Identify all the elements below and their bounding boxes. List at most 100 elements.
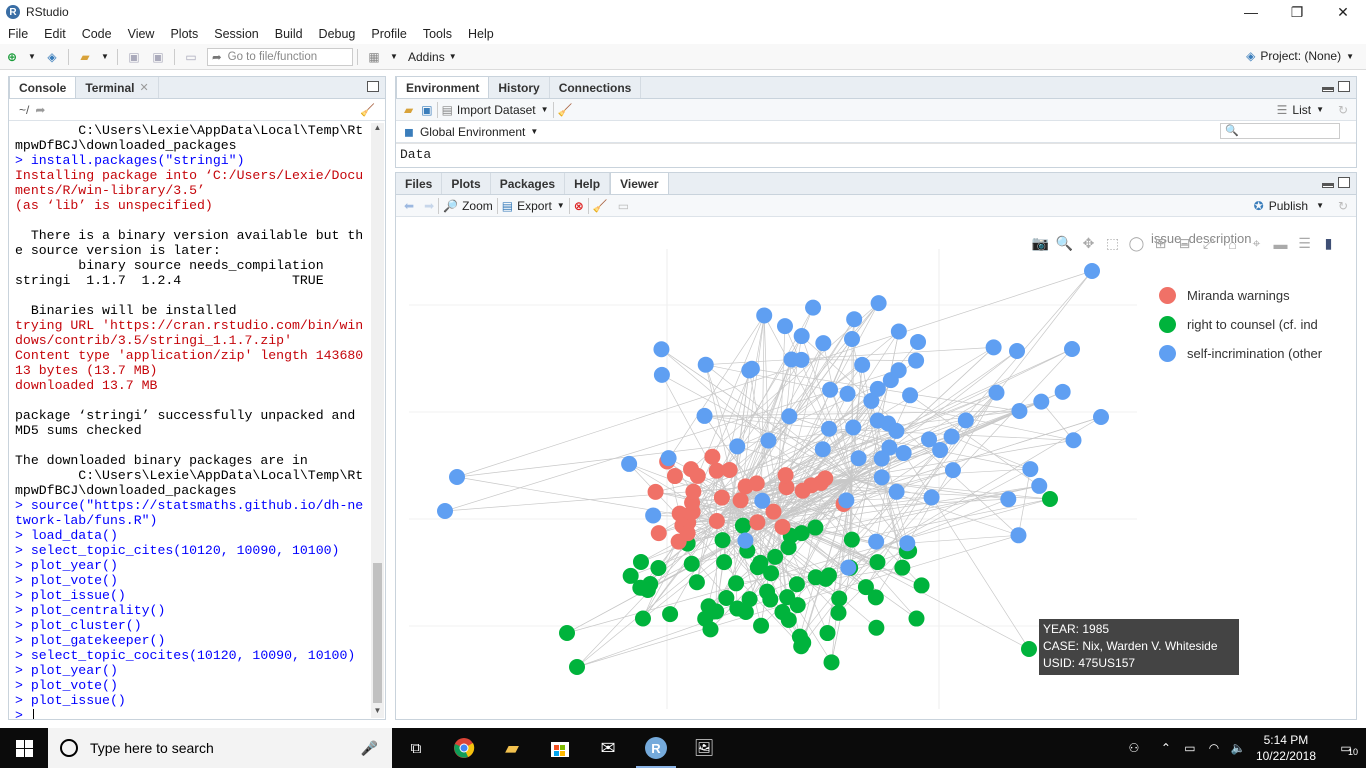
graph-node[interactable] (844, 331, 860, 347)
tab-plots[interactable]: Plots (442, 173, 491, 194)
graph-node[interactable] (708, 513, 725, 530)
print-icon[interactable]: ▭ (185, 49, 197, 64)
tab-packages[interactable]: Packages (491, 173, 566, 194)
graph-node[interactable] (704, 448, 721, 465)
global-env-menu[interactable]: Global Environment ▼ (420, 125, 538, 139)
graph-node[interactable] (718, 589, 735, 606)
tab-environment[interactable]: Environment (396, 76, 490, 98)
menu-help[interactable]: Help (468, 27, 494, 41)
graph-node[interactable] (867, 589, 884, 606)
graph-node[interactable] (632, 553, 649, 570)
pan-icon[interactable]: ✥ (1082, 235, 1095, 251)
graph-node[interactable] (807, 519, 824, 536)
graph-node[interactable] (793, 638, 810, 655)
graph-node[interactable] (697, 356, 714, 373)
graph-node[interactable] (815, 335, 832, 352)
graph-node[interactable] (1065, 432, 1082, 449)
tab-history[interactable]: History (489, 77, 550, 98)
new-file-icon[interactable]: ⊕ (6, 49, 18, 64)
lasso-icon[interactable]: ◯ (1128, 235, 1145, 251)
graph-node[interactable] (863, 392, 880, 409)
graph-node[interactable] (653, 366, 670, 383)
graph-node[interactable] (888, 483, 905, 500)
save-icon[interactable]: ▣ (128, 49, 140, 64)
graph-node[interactable] (1033, 393, 1050, 410)
zoom-in-icon[interactable]: ⊞ (1154, 235, 1167, 251)
action-center-icon[interactable]: ▭ 10 (1340, 741, 1359, 757)
graph-node[interactable] (702, 621, 719, 638)
graph-node[interactable] (765, 503, 782, 520)
console-scrollbar[interactable]: ▲ ▼ (371, 123, 384, 718)
refresh-icon[interactable]: ↻ (1337, 102, 1348, 117)
graph-node[interactable] (888, 422, 905, 439)
graph-node[interactable] (890, 362, 907, 379)
graph-node[interactable] (734, 517, 751, 534)
volume-icon[interactable]: 🔈 (1230, 741, 1246, 755)
list-view-menu[interactable]: ☰ List ▼ (1277, 103, 1324, 117)
graph-node[interactable] (1031, 477, 1048, 494)
graph-node[interactable] (748, 475, 765, 492)
graph-node[interactable] (794, 482, 811, 499)
graph-node[interactable] (1022, 461, 1039, 478)
graph-node[interactable] (639, 581, 656, 598)
publish-menu[interactable]: ✪ Publish ▼ (1254, 199, 1324, 213)
graph-node[interactable] (895, 445, 912, 462)
graph-node[interactable] (870, 295, 887, 312)
scroll-up-icon[interactable]: ▲ (373, 123, 382, 132)
graph-node[interactable] (741, 362, 758, 379)
graph-node[interactable] (721, 461, 738, 478)
graph-node[interactable] (822, 381, 839, 398)
graph-node[interactable] (780, 611, 797, 628)
graph-node[interactable] (749, 559, 766, 576)
graph-node[interactable] (1084, 263, 1100, 279)
dropdown-arrow-icon[interactable]: ▼ (448, 52, 457, 61)
graph-node[interactable] (857, 579, 874, 596)
addins-menu[interactable]: Addins (408, 49, 445, 64)
graph-node[interactable] (683, 555, 700, 572)
maximize-pane-icon[interactable] (1338, 177, 1350, 188)
graph-node[interactable] (1093, 409, 1109, 425)
console-output[interactable]: C:\Users\Lexie\AppData\Local\Temp\Rt mpwD… (15, 123, 371, 719)
refresh-icon[interactable]: ↻ (1337, 198, 1348, 213)
minimize-button[interactable]: — (1244, 4, 1258, 20)
clear-console-icon[interactable]: 🧹 (360, 102, 375, 117)
graph-node[interactable] (754, 492, 771, 509)
start-button[interactable] (0, 728, 48, 768)
show-hidden-icons-chevron-icon[interactable]: ⌃ (1160, 741, 1171, 755)
tab-help[interactable]: Help (565, 173, 611, 194)
dropdown-arrow-icon[interactable]: ▼ (101, 52, 109, 61)
camera-icon[interactable]: 📷 (1031, 235, 1050, 251)
chrome-icon[interactable] (440, 728, 488, 768)
graph-node[interactable] (749, 514, 766, 531)
minimize-pane-icon[interactable] (1322, 87, 1334, 92)
graph-node[interactable] (840, 559, 857, 576)
graph-node[interactable] (793, 328, 810, 345)
graph-node[interactable] (685, 483, 702, 500)
rstudio-task-icon[interactable]: R (632, 728, 680, 768)
restore-pane-icon[interactable] (367, 81, 379, 92)
graph-node[interactable] (819, 625, 836, 642)
graph-node[interactable] (957, 412, 974, 429)
menu-build[interactable]: Build (274, 27, 303, 41)
remove-viewer-icon[interactable]: ⊗ (573, 198, 584, 213)
broom-icon[interactable]: 🧹 (557, 102, 573, 117)
graph-node[interactable] (985, 339, 1002, 356)
graph-node[interactable] (737, 603, 754, 620)
open-folder-icon[interactable]: ▰ (80, 49, 90, 64)
graph-node[interactable] (899, 535, 916, 552)
menu-plots[interactable]: Plots (170, 27, 199, 41)
graph-node[interactable] (714, 532, 731, 549)
hover-compare-icon[interactable]: ☰ (1298, 235, 1311, 251)
graph-node[interactable] (890, 323, 907, 340)
save-all-icon[interactable]: ▣ (152, 49, 164, 64)
menu-session[interactable]: Session (214, 27, 259, 41)
graph-node[interactable] (760, 432, 777, 449)
goto-file-input[interactable]: ➦ Go to file/function (207, 47, 353, 66)
show-in-window-icon[interactable]: ▭ (617, 198, 630, 213)
graph-node[interactable] (845, 419, 862, 436)
graph-node[interactable] (569, 659, 585, 675)
taskbar-clock[interactable]: 5:14 PM 10/22/2018 (1256, 732, 1316, 764)
close-button[interactable]: ✕ (1337, 3, 1349, 20)
graph-node[interactable] (660, 450, 677, 467)
graph-node[interactable] (621, 455, 638, 472)
